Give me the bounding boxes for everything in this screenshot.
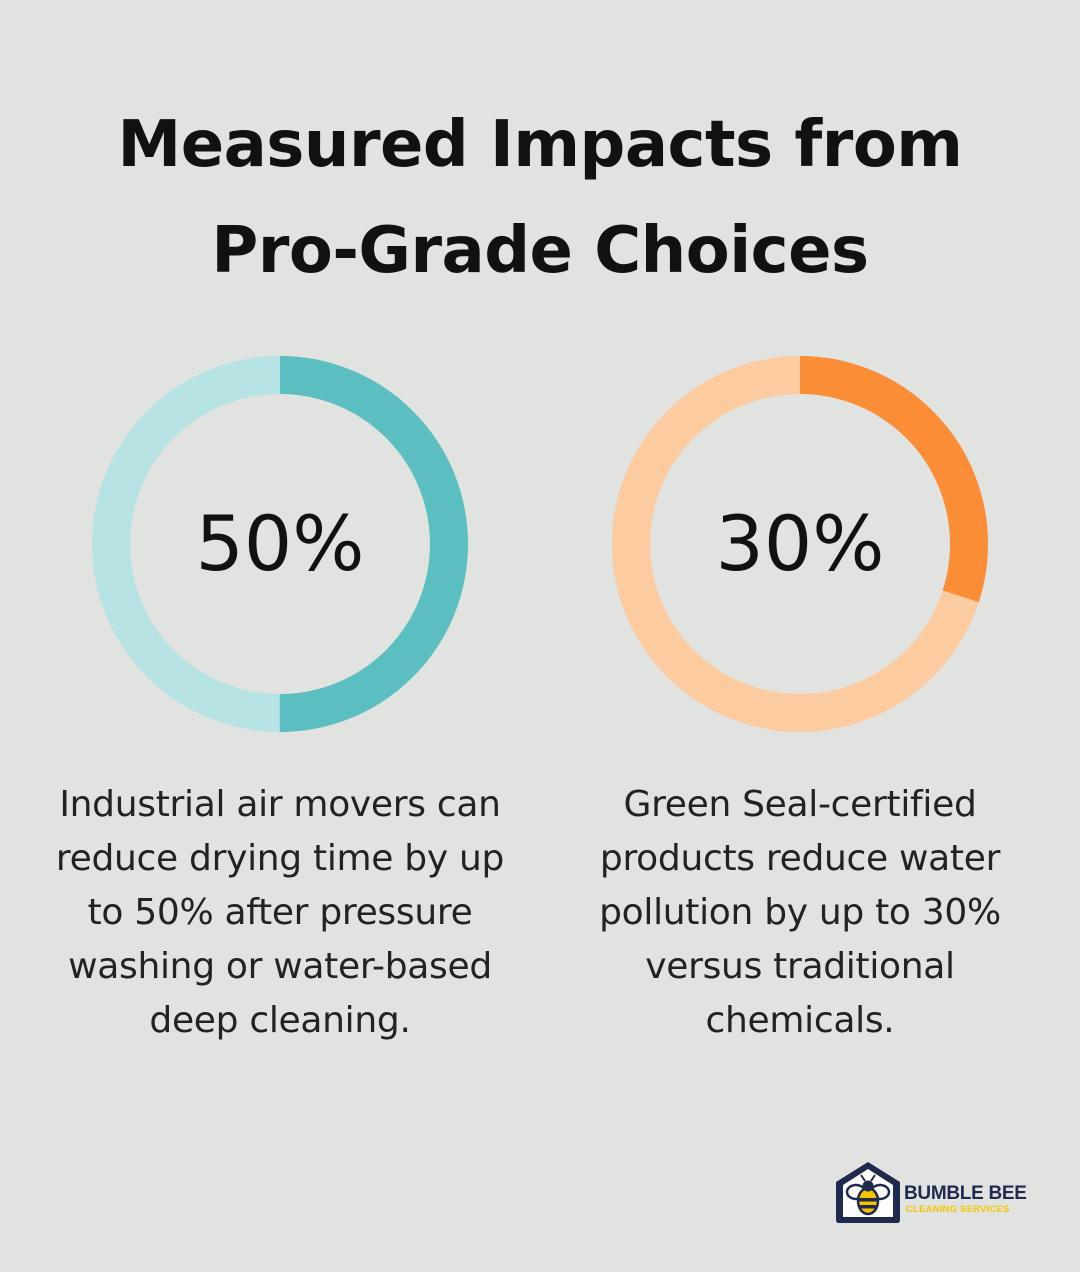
brand-tagline: CLEANING SERVICES (906, 1204, 1010, 1215)
ring-fill (612, 356, 988, 732)
progress-ring: 30% (610, 354, 990, 734)
brand-name: BUMBLE BEE (904, 1183, 1027, 1204)
percent-value: 50% (195, 499, 365, 588)
stat-card-drying-time: 50% Industrial air movers can reduce dry… (20, 354, 540, 1048)
bee-house-icon (836, 1162, 900, 1223)
donut-chart (612, 356, 988, 732)
percent-value: 30% (715, 499, 885, 588)
stat-description: Green Seal-certified products reduce wat… (599, 784, 1001, 1041)
company-logo: BUMBLE BEE CLEANING SERVICES (832, 1158, 1042, 1226)
stat-description: Industrial air movers can reduce drying … (55, 784, 505, 1041)
page-title: Measured Impacts from Pro-Grade Choices (117, 108, 963, 288)
progress-ring: 50% (90, 354, 470, 734)
stat-card-water-pollution: 30% Green Seal-certified products reduce… (540, 354, 1060, 1048)
donut-chart (92, 356, 468, 732)
ring-fill (92, 356, 468, 732)
